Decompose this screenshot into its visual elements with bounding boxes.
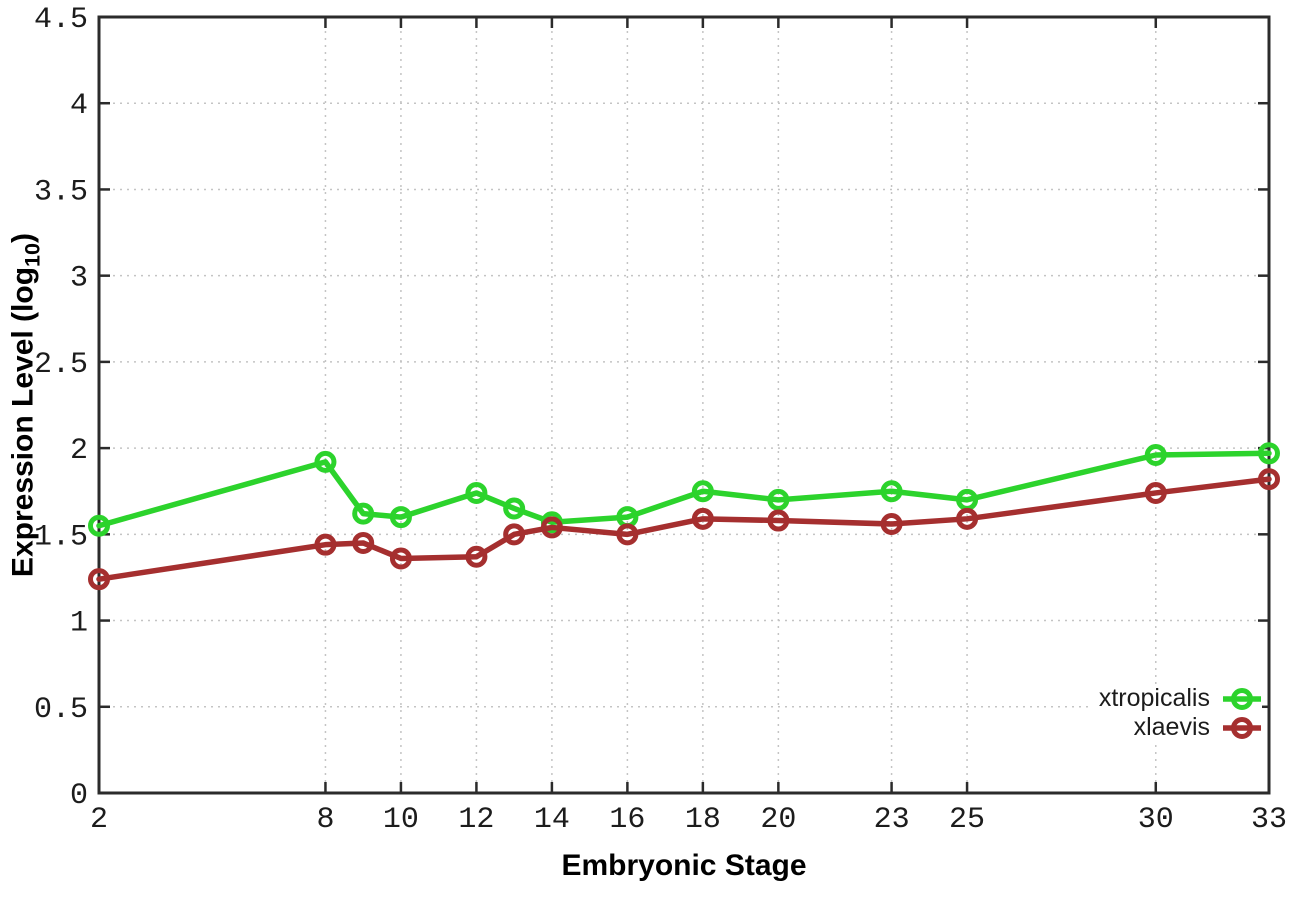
- data-point-xlaevis-14: [540, 516, 563, 539]
- series-line-xtropicalis: [96, 450, 1272, 529]
- data-point-xtropicalis-8: [314, 450, 337, 473]
- y-tick-label-3: 3: [70, 262, 88, 296]
- data-point-xtropicalis-2: [88, 514, 110, 537]
- data-point-xlaevis-13: [503, 523, 526, 546]
- data-point-xtropicalis-13: [503, 497, 526, 520]
- legend-label-xlaevis: xlaevis: [1133, 713, 1210, 741]
- data-point-xtropicalis-10: [389, 506, 412, 529]
- data-point-xtropicalis-23: [880, 480, 903, 503]
- x-tick-label-20: 20: [760, 803, 796, 837]
- legend-marker-icon-xtropicalis: [1223, 687, 1261, 710]
- legend-entry-xlaevis: xlaevis: [1127, 713, 1262, 742]
- y-tick-label-0: 0: [70, 779, 88, 813]
- y-tick-label-1: 1: [70, 607, 88, 641]
- data-point-xlaevis-18: [691, 507, 714, 530]
- x-axis-title: Embryonic Stage: [561, 849, 807, 882]
- series-line-xlaevis: [96, 476, 1272, 582]
- x-tick-label-18: 18: [685, 803, 721, 837]
- x-tick-label-16: 16: [609, 803, 645, 837]
- y-tick-label-3.5: 3.5: [34, 175, 88, 209]
- data-point-xlaevis-33: [1258, 468, 1280, 491]
- data-point-xlaevis-16: [616, 523, 639, 546]
- data-point-xlaevis-9: [352, 531, 375, 554]
- data-point-xtropicalis-33: [1258, 442, 1280, 465]
- y-axis-title-close: ): [6, 232, 40, 243]
- legend-label-xtropicalis: xtropicalis: [1098, 684, 1210, 712]
- y-tick-label-1.5: 1.5: [34, 520, 88, 554]
- y-tick-label-4.5: 4.5: [34, 3, 88, 37]
- data-point-xtropicalis-9: [352, 502, 375, 525]
- data-point-xtropicalis-12: [465, 481, 488, 504]
- series-xlaevis: [88, 468, 1280, 591]
- data-point-xlaevis-30: [1144, 481, 1167, 504]
- x-tick-label-10: 10: [383, 803, 419, 837]
- x-tick-label-14: 14: [534, 803, 570, 837]
- data-point-xlaevis-8: [314, 533, 337, 556]
- y-tick-label-0.5: 0.5: [34, 693, 88, 727]
- data-point-xlaevis-2: [88, 568, 110, 591]
- data-point-xlaevis-25: [956, 507, 979, 530]
- data-point-xtropicalis-20: [767, 488, 790, 511]
- x-tick-label-12: 12: [458, 803, 494, 837]
- legend-sample-marker: [1231, 716, 1253, 739]
- y-axis-title: Expression Level (log10): [7, 233, 46, 577]
- data-point-xtropicalis-30: [1144, 444, 1167, 467]
- x-tick-label-2: 2: [90, 803, 108, 837]
- y-tick-label-2.5: 2.5: [34, 348, 88, 382]
- data-point-xlaevis-20: [767, 509, 790, 532]
- x-tick-label-33: 33: [1251, 803, 1287, 837]
- y-tick-label-2: 2: [70, 434, 88, 468]
- legend-entry-xtropicalis: xtropicalis: [1092, 684, 1262, 713]
- x-tick-label-23: 23: [874, 803, 910, 837]
- data-point-xlaevis-10: [389, 547, 412, 570]
- legend-sample-marker: [1231, 687, 1253, 710]
- x-tick-label-30: 30: [1138, 803, 1174, 837]
- plot-border: [97, 15, 1271, 795]
- x-tick-label-25: 25: [949, 803, 985, 837]
- legend: xtropicalis xlaevis: [1092, 684, 1262, 742]
- y-axis-title-subscript: 10: [19, 242, 45, 267]
- data-point-xlaevis-23: [880, 512, 903, 535]
- data-point-xtropicalis-18: [691, 480, 714, 503]
- legend-marker-icon-xlaevis: [1223, 716, 1261, 739]
- data-point-xlaevis-12: [465, 545, 488, 568]
- y-axis-title-text: Expression Level (log: [6, 266, 40, 578]
- x-tick-label-8: 8: [316, 803, 334, 837]
- y-tick-label-4: 4: [70, 89, 88, 123]
